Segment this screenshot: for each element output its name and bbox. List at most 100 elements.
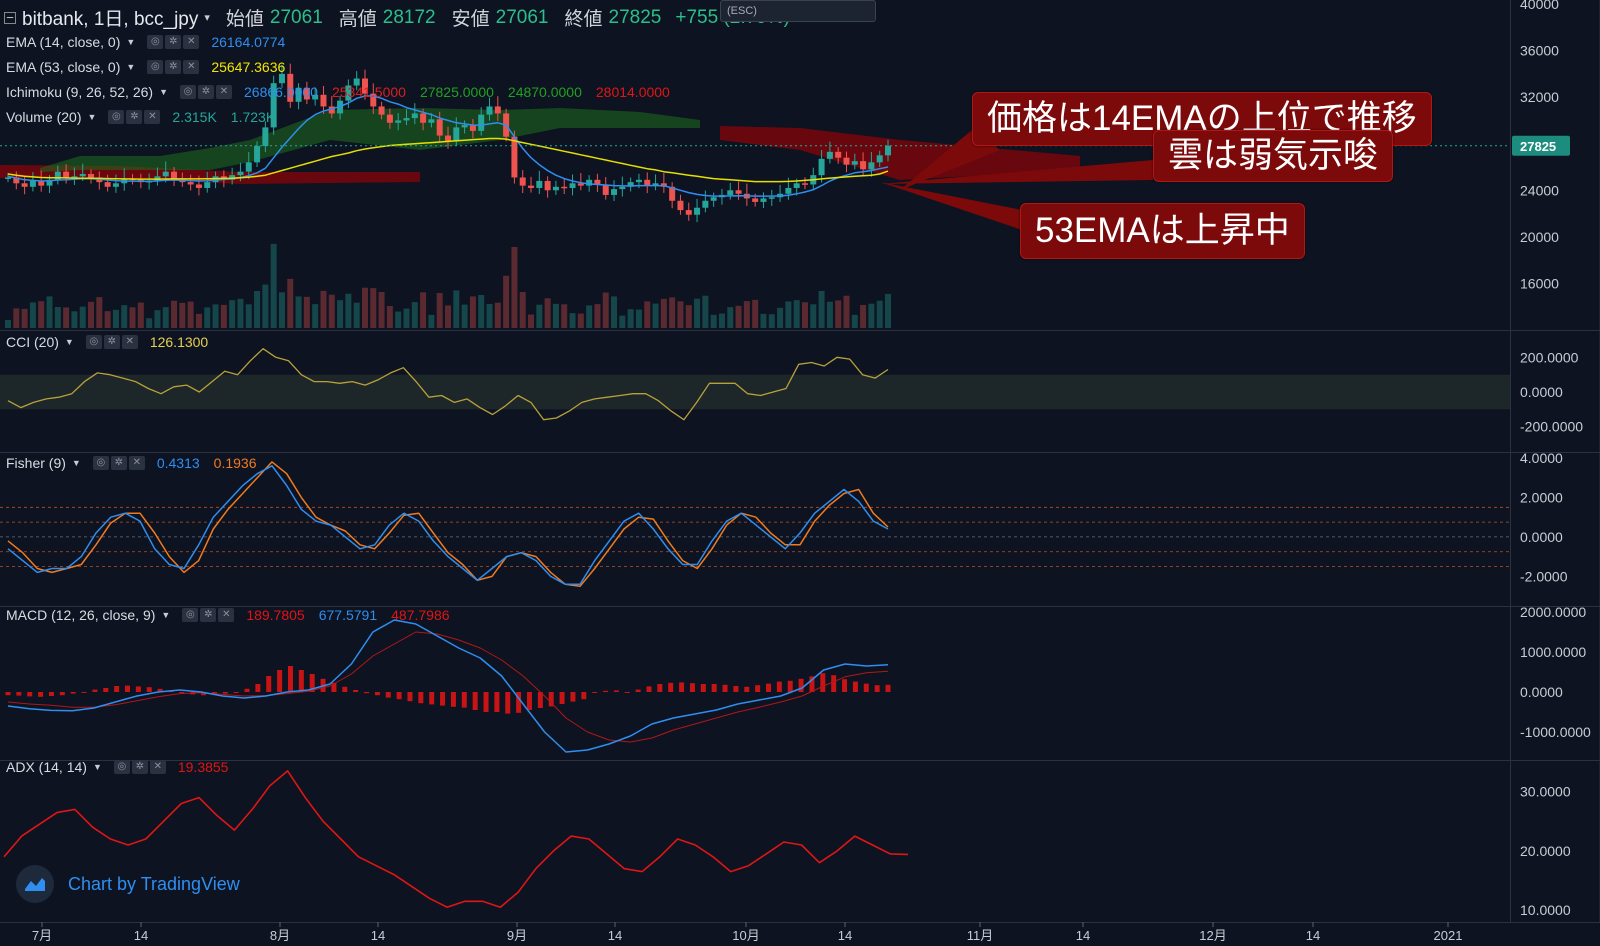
gear-icon[interactable]: ✲ <box>200 608 217 622</box>
macd-histogram-bar <box>135 686 141 692</box>
tradingview-branding[interactable]: Chart by TradingView <box>16 865 240 903</box>
close-icon[interactable]: ✕ <box>128 456 145 470</box>
gear-icon[interactable]: ✲ <box>165 60 182 74</box>
macd-histogram-bar <box>700 684 706 692</box>
macd-histogram-bar <box>624 692 630 693</box>
annotation-callout-ema53[interactable]: 53EMAは上昇中 <box>1020 203 1305 259</box>
macd-histogram-bar <box>81 692 87 693</box>
macd-histogram-bar <box>505 692 511 714</box>
gear-icon[interactable]: ✲ <box>110 456 127 470</box>
gear-icon[interactable]: ✲ <box>131 760 148 774</box>
legend-volume[interactable]: Volume (20) ▼ ◎ ✲ ✕ 2.315K 1.723K <box>6 109 283 125</box>
eye-icon[interactable]: ◎ <box>92 456 109 470</box>
volume-bar <box>162 307 169 328</box>
volume-bar <box>494 302 501 328</box>
legend-value: 189.7805 <box>246 607 305 623</box>
macd-histogram-bar <box>103 688 109 692</box>
close-icon[interactable]: ✕ <box>183 35 200 49</box>
eye-icon[interactable]: ◎ <box>147 60 164 74</box>
volume-bar <box>544 298 551 328</box>
volume-bar <box>79 306 86 328</box>
macd-histogram-bar <box>831 675 837 692</box>
chevron-down-icon[interactable]: ▼ <box>126 37 136 47</box>
fisher-tick-label: 0.0000 <box>1520 529 1563 545</box>
macd-histogram-bar <box>364 692 370 694</box>
macd-histogram-bar <box>603 690 609 692</box>
volume-bar <box>503 275 510 328</box>
chevron-down-icon[interactable]: ▼ <box>87 112 97 122</box>
candle-body <box>328 106 335 114</box>
cci-line <box>7 348 889 421</box>
chevron-down-icon[interactable]: ▼ <box>126 62 136 72</box>
close-icon[interactable]: ✕ <box>216 85 232 99</box>
eye-icon[interactable]: ◎ <box>108 110 125 124</box>
volume-bar <box>619 315 626 328</box>
macd-histogram-bar <box>287 666 293 692</box>
gear-icon[interactable]: ✲ <box>198 85 214 99</box>
legend-value: 26164.0774 <box>211 34 286 50</box>
gear-icon[interactable]: ✲ <box>103 335 120 349</box>
candle-body <box>478 114 485 131</box>
candle-body <box>818 158 825 176</box>
price-tick-label: 20000 <box>1520 229 1559 245</box>
x-axis-tick-label: 14 <box>134 928 148 943</box>
chevron-down-icon[interactable]: ▼ <box>64 337 74 347</box>
eye-icon[interactable]: ◎ <box>180 85 196 99</box>
collapse-icon[interactable]: − <box>4 11 16 24</box>
macd-histogram-bar <box>114 686 120 692</box>
legend-ema14[interactable]: EMA (14, close, 0) ▼ ◎ ✲ ✕ 26164.0774 <box>6 34 293 50</box>
legend-macd[interactable]: MACD (12, 26, close, 9) ▼ ◎ ✲ ✕ 189.7805 67… <box>6 607 458 623</box>
volume-bar <box>245 304 252 328</box>
gear-icon[interactable]: ✲ <box>165 35 182 49</box>
volume-bar <box>801 302 808 328</box>
candle-body <box>403 118 410 121</box>
chevron-down-icon[interactable]: ▼ <box>71 458 81 468</box>
candle-body <box>79 173 86 177</box>
macd-histogram-bar <box>548 692 554 707</box>
macd-histogram-bar <box>581 692 587 700</box>
legend-fisher[interactable]: Fisher (9) ▼ ◎ ✲ ✕ 0.4313 0.1936 <box>6 455 264 471</box>
volume-bar <box>204 307 211 328</box>
chevron-down-icon[interactable]: ▼ <box>161 610 171 620</box>
candle-body <box>204 182 211 188</box>
close-icon[interactable]: ✕ <box>121 335 138 349</box>
chevron-down-icon[interactable]: ▼ <box>92 762 102 772</box>
macd-histogram-bar <box>38 692 44 697</box>
legend-adx[interactable]: ADX (14, 14) ▼ ◎ ✲ ✕ 19.3855 <box>6 759 236 775</box>
price-tick-label: 32000 <box>1520 89 1559 105</box>
eye-icon[interactable]: ◎ <box>85 335 102 349</box>
macd-histogram-bar <box>179 692 185 694</box>
volume-bar <box>843 295 850 328</box>
annotation-callout-cloud[interactable]: 雲は弱気示唆 <box>1153 130 1394 182</box>
legend-ichimoku[interactable]: Ichimoku (9, 26, 52, 26) ▼ ◎ ✲ ✕ 26866.0000… <box>6 84 678 100</box>
x-axis-tick-label: 14 <box>1076 928 1090 943</box>
close-icon[interactable]: ✕ <box>218 608 235 622</box>
chart-title[interactable]: bitbank, 1日, bcc_jpy <box>22 9 199 30</box>
last-price-label: 27825 <box>1520 139 1556 154</box>
fisher-tick-label: 2.0000 <box>1520 489 1563 505</box>
legend-cci[interactable]: CCI (20) ▼ ◎ ✲ ✕ 126.1300 <box>6 334 216 350</box>
eye-icon[interactable]: ◎ <box>147 35 164 49</box>
volume-bar <box>303 296 310 328</box>
close-icon[interactable]: ✕ <box>183 60 200 74</box>
macd-histogram-bar <box>429 692 435 705</box>
macd-histogram-bar <box>526 692 532 710</box>
volume-bar <box>835 300 842 328</box>
legend-ema53[interactable]: EMA (53, close, 0) ▼ ◎ ✲ ✕ 25647.3636 <box>6 59 293 75</box>
candle-body <box>826 151 833 159</box>
eye-icon[interactable]: ◎ <box>182 608 199 622</box>
close-icon[interactable]: ✕ <box>149 760 166 774</box>
chevron-down-icon[interactable]: ▾ <box>204 12 210 24</box>
chevron-down-icon[interactable]: ▼ <box>159 87 168 97</box>
macd-tick-label: -1000.0000 <box>1520 724 1591 740</box>
volume-bar <box>793 300 800 328</box>
candle-body <box>561 186 568 189</box>
macd-histogram-bar <box>353 690 359 692</box>
volume-bar <box>295 296 302 328</box>
escape-hint[interactable]: (ESC) <box>720 0 876 22</box>
close-icon[interactable]: ✕ <box>144 110 161 124</box>
candle-body <box>386 114 393 123</box>
gear-icon[interactable]: ✲ <box>126 110 143 124</box>
volume-bar <box>868 303 875 328</box>
eye-icon[interactable]: ◎ <box>113 760 130 774</box>
